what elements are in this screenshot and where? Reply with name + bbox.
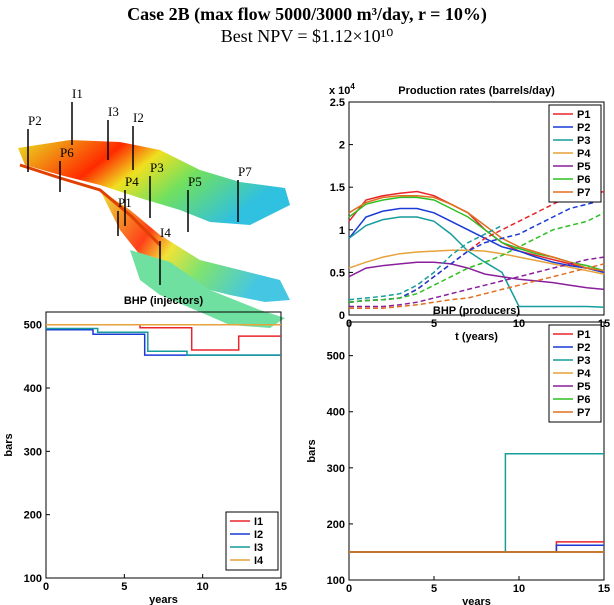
- well-label: P2: [28, 113, 42, 128]
- y-scale-label: x 104: [329, 82, 355, 97]
- y-scale-base: x 10: [329, 85, 350, 97]
- legend-label: P7: [577, 187, 590, 199]
- legend-label: P1: [577, 329, 590, 341]
- series-line: [349, 541, 604, 553]
- series-line: [348, 207, 605, 274]
- series-line: [348, 224, 503, 301]
- x-axis-label: t (years): [455, 331, 498, 343]
- y-tick-label: 400: [24, 383, 42, 395]
- chart-title: BHP (injectors): [124, 295, 204, 307]
- x-tick-label: 15: [598, 583, 610, 595]
- y-tick-label: 200: [24, 510, 42, 522]
- series-line: [349, 263, 605, 309]
- chart-title: Production rates (barrels/day): [398, 85, 555, 97]
- axes-box: [348, 101, 605, 316]
- y-tick-label: 400: [327, 407, 345, 419]
- x-tick-label: 0: [346, 583, 352, 595]
- series-line: [46, 327, 281, 356]
- x-axis-label: years: [462, 596, 491, 605]
- chart-title: BHP (producers): [433, 305, 521, 317]
- x-tick-label: 15: [275, 581, 287, 593]
- x-tick-label: 5: [431, 318, 437, 330]
- well-label: P3: [150, 160, 164, 175]
- legend-label: P2: [577, 342, 590, 354]
- y-axis-label: bars: [3, 433, 15, 456]
- x-tick-label: 0: [43, 581, 49, 593]
- legend-label: P4: [577, 148, 591, 160]
- y-tick-label: 300: [327, 463, 345, 475]
- y-tick-label: 0.5: [330, 267, 345, 279]
- legend-label: P3: [577, 135, 590, 147]
- well-label: I4: [160, 225, 171, 240]
- x-tick-label: 10: [197, 581, 209, 593]
- legend-label: P4: [577, 368, 591, 380]
- legend-label: P5: [577, 381, 590, 393]
- legend-label: I3: [254, 542, 263, 554]
- y-tick-label: 500: [327, 351, 345, 363]
- reservoir-branch: [130, 250, 285, 328]
- legend-label: I1: [254, 516, 263, 528]
- y-tick-label: 200: [327, 519, 345, 531]
- legend-label: I4: [254, 555, 264, 567]
- legend-label: P1: [577, 109, 590, 121]
- y-tick-label: 2: [339, 140, 345, 152]
- x-axis-label: years: [149, 594, 178, 605]
- y-scale-exponent: 4: [350, 82, 355, 91]
- well-label: P4: [125, 174, 139, 189]
- well-label: I1: [72, 86, 83, 101]
- series-line: [348, 190, 605, 274]
- y-tick-label: 500: [24, 320, 42, 332]
- reservoir-branch: [100, 190, 290, 302]
- legend-label: P6: [577, 394, 590, 406]
- figure-subtitle: Best NPV = $1.12×10¹⁰: [221, 26, 394, 46]
- y-tick-label: 300: [24, 446, 42, 458]
- well-label: P1: [118, 195, 132, 210]
- well-label: P7: [238, 164, 252, 179]
- y-tick-label: 100: [327, 575, 345, 587]
- y-tick-label: 1.5: [330, 182, 345, 194]
- legend-label: P6: [577, 174, 590, 186]
- series-line: [348, 216, 605, 309]
- axes-box: [45, 311, 282, 579]
- y-axis-label: bars: [306, 439, 318, 462]
- series-line: [349, 453, 604, 553]
- legend-label: P7: [577, 407, 590, 419]
- x-tick-label: 5: [121, 581, 127, 593]
- well-label: I3: [108, 104, 119, 119]
- series-line: [348, 194, 605, 272]
- y-tick-label: 1: [339, 225, 345, 237]
- legend-label: P3: [577, 355, 590, 367]
- legend-label: P2: [577, 122, 590, 134]
- series-line: [348, 212, 605, 303]
- legend-label: I2: [254, 529, 263, 541]
- legend-label: P5: [577, 161, 590, 173]
- y-tick-label: 0: [339, 310, 345, 322]
- reservoir-edge: [19, 163, 162, 247]
- reservoir-body: [18, 140, 290, 225]
- series-line: [348, 261, 605, 291]
- well-label: P6: [60, 145, 74, 160]
- well-label: I2: [133, 110, 144, 125]
- axes-box: [348, 321, 605, 581]
- x-tick-label: 5: [431, 583, 437, 595]
- series-line: [348, 190, 605, 303]
- reservoir: [18, 140, 290, 328]
- series-line: [349, 544, 604, 553]
- x-tick-label: 10: [513, 583, 525, 595]
- series-line: [46, 328, 281, 356]
- series-line: [349, 256, 605, 308]
- y-tick-label: 100: [24, 573, 42, 585]
- x-tick-label: 10: [513, 318, 525, 330]
- well-label: P5: [188, 174, 202, 189]
- y-tick-label: 2.5: [330, 97, 345, 109]
- figure-title: Case 2B (max flow 5000/3000 m³/day, r = …: [127, 4, 487, 25]
